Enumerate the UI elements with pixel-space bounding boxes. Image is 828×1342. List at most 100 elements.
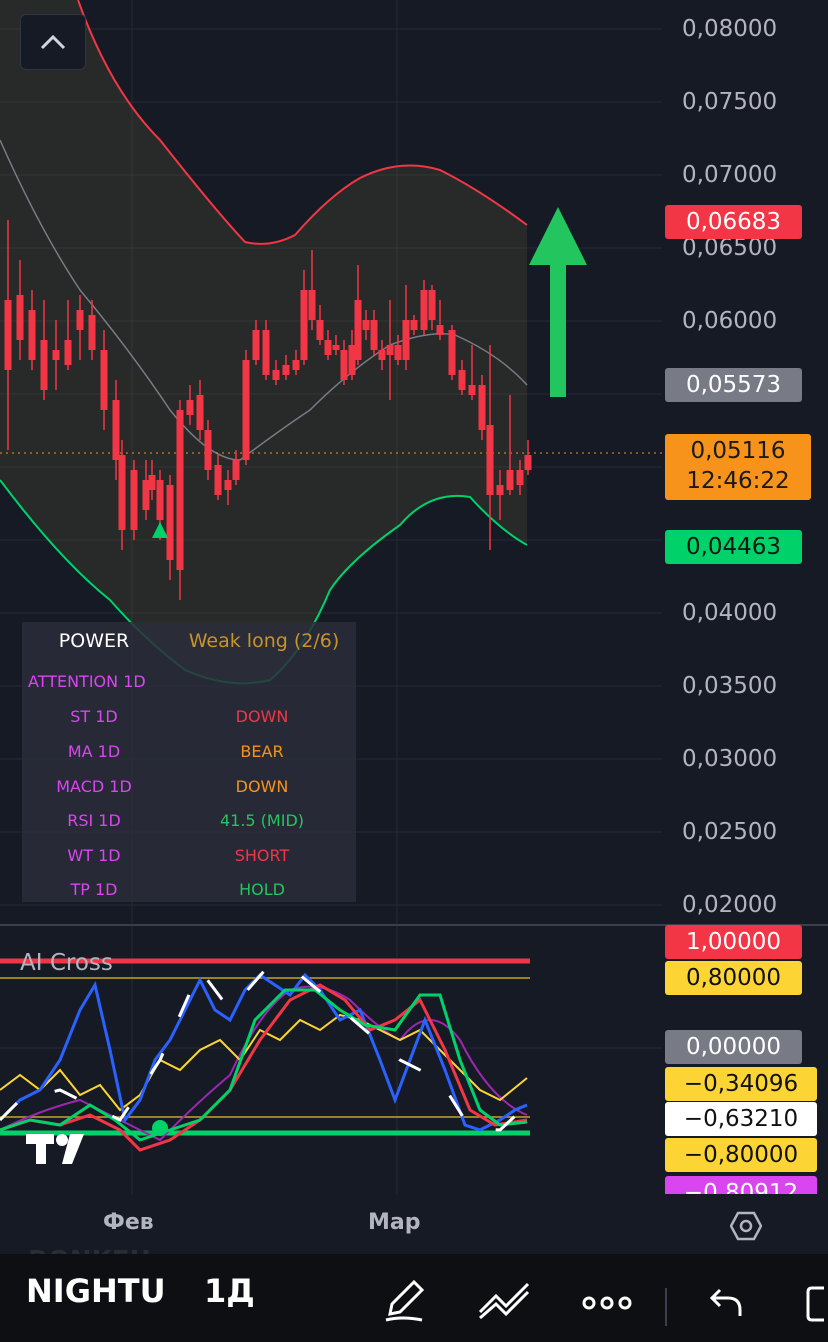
price-axis-label: 0,06500 [682, 235, 778, 261]
power-table-status: Weak long (2/6) [188, 630, 340, 652]
candle-body [4, 300, 12, 370]
power-table: POWER Weak long (2/6) ATTENTION 1D ST 1D… [22, 622, 356, 902]
candle-body [28, 310, 36, 360]
price-axis-label: 0,03000 [682, 746, 778, 772]
candle-body [428, 290, 436, 320]
candle-body [262, 330, 270, 375]
candle-body [300, 290, 308, 360]
indicator-tag: 1,00000 [665, 925, 802, 959]
candle-body [362, 320, 370, 330]
price-axis-label: 0,04000 [682, 600, 778, 626]
last-price-value: 0,05116 [690, 438, 786, 464]
indicator-pane [0, 958, 530, 1152]
time-axis-label: Мар [368, 1210, 421, 1235]
price-axis-label: 0,06000 [682, 308, 778, 334]
candle-body [354, 300, 362, 360]
price-axis-label: 0,08000 [682, 16, 778, 42]
upper-band-price-tag: 0,06683 [665, 205, 802, 239]
power-table-value: DOWN [235, 707, 289, 726]
collapse-button[interactable] [20, 14, 86, 70]
candle-body [524, 455, 532, 470]
candle-body [88, 315, 96, 350]
indicator-white-line [0, 967, 529, 1132]
candle-body [340, 350, 348, 380]
power-table-header: POWER [58, 630, 130, 652]
indicator-blue-line [0, 972, 528, 1132]
indicator-red-line [0, 983, 528, 1152]
undo-icon[interactable] [708, 1284, 744, 1325]
power-table-value: HOLD [239, 880, 285, 899]
indicator-yellow-line [0, 1013, 528, 1112]
indicator-tag: −0,63210 [665, 1102, 817, 1136]
price-axis-label: 0,02000 [682, 892, 778, 918]
candle-body [112, 400, 120, 460]
power-table-label: MACD 1D [56, 777, 132, 796]
indicator-title[interactable]: AI Cross [20, 950, 113, 976]
more-dots-icon[interactable] [582, 1296, 632, 1315]
candle-body [468, 385, 476, 395]
interval-button[interactable]: 1Д [204, 1272, 255, 1310]
indicator-tag: 0,00000 [665, 1030, 802, 1064]
trend-lines-icon[interactable] [478, 1280, 532, 1325]
upper-band-line [77, 0, 528, 245]
price-axis-label: 0,03500 [682, 673, 778, 699]
price-axis-label: 0,02500 [682, 819, 778, 845]
bar-countdown: 12:46:22 [686, 468, 790, 494]
indicator-green-line [0, 988, 528, 1142]
candle-body [282, 365, 290, 375]
power-table-label: MA 1D [67, 742, 121, 761]
candle-body [348, 345, 356, 375]
power-table-label: RSI 1D [67, 811, 121, 830]
indicator-tag-clip: −0,80912 [665, 1176, 817, 1194]
time-axis-label: Фев [103, 1210, 154, 1235]
candle-body [214, 465, 222, 495]
candle-body [420, 290, 428, 330]
candle-body [16, 295, 24, 340]
candle-body [506, 470, 514, 490]
candle-body [410, 320, 418, 330]
fullscreen-icon[interactable] [804, 1284, 828, 1329]
candle-body [224, 480, 232, 490]
power-table-label: WT 1D [67, 846, 121, 865]
candle-body [176, 410, 184, 570]
candle-body [332, 345, 340, 350]
candle-body [436, 325, 444, 335]
buy-signal-marker [152, 522, 168, 538]
candle-body [402, 320, 410, 360]
candle-body [242, 360, 250, 460]
candle-body [272, 370, 280, 380]
indicator-tag: −0,34096 [665, 1067, 817, 1101]
tradingview-logo[interactable] [24, 1132, 94, 1168]
candle-body [478, 385, 486, 430]
candle-body [448, 330, 456, 375]
power-table-value: 41.5 (MID) [219, 811, 305, 830]
last-price-tag: 0,05116 12:46:22 [665, 434, 811, 500]
candle-body [148, 475, 156, 490]
candle-body [394, 345, 402, 360]
candle-body [130, 470, 138, 530]
power-table-value: BEAR [240, 742, 284, 761]
candle-body [52, 350, 60, 360]
toolbar-divider [665, 1288, 667, 1326]
candle-body [100, 350, 108, 410]
candle-body [186, 400, 194, 415]
candle-body [370, 320, 378, 350]
pencil-icon[interactable] [382, 1276, 430, 1329]
power-table-value: SHORT [234, 846, 290, 865]
candle-body [196, 395, 204, 430]
indicator-signal-dot [152, 1120, 168, 1136]
candle-body [204, 430, 212, 470]
candle-body [386, 345, 394, 355]
indicator-tag: −0,80000 [665, 1138, 817, 1172]
power-table-label: TP 1D [70, 880, 118, 899]
candle-body [316, 320, 324, 340]
settings-hex-icon[interactable] [729, 1210, 763, 1247]
candle-body [378, 350, 386, 360]
symbol-button[interactable]: NIGHTU [26, 1272, 166, 1310]
candle-body [118, 455, 126, 530]
candle-body [292, 360, 300, 370]
candle-body [496, 485, 504, 495]
candle-body [516, 470, 524, 485]
candle-body [486, 425, 494, 495]
